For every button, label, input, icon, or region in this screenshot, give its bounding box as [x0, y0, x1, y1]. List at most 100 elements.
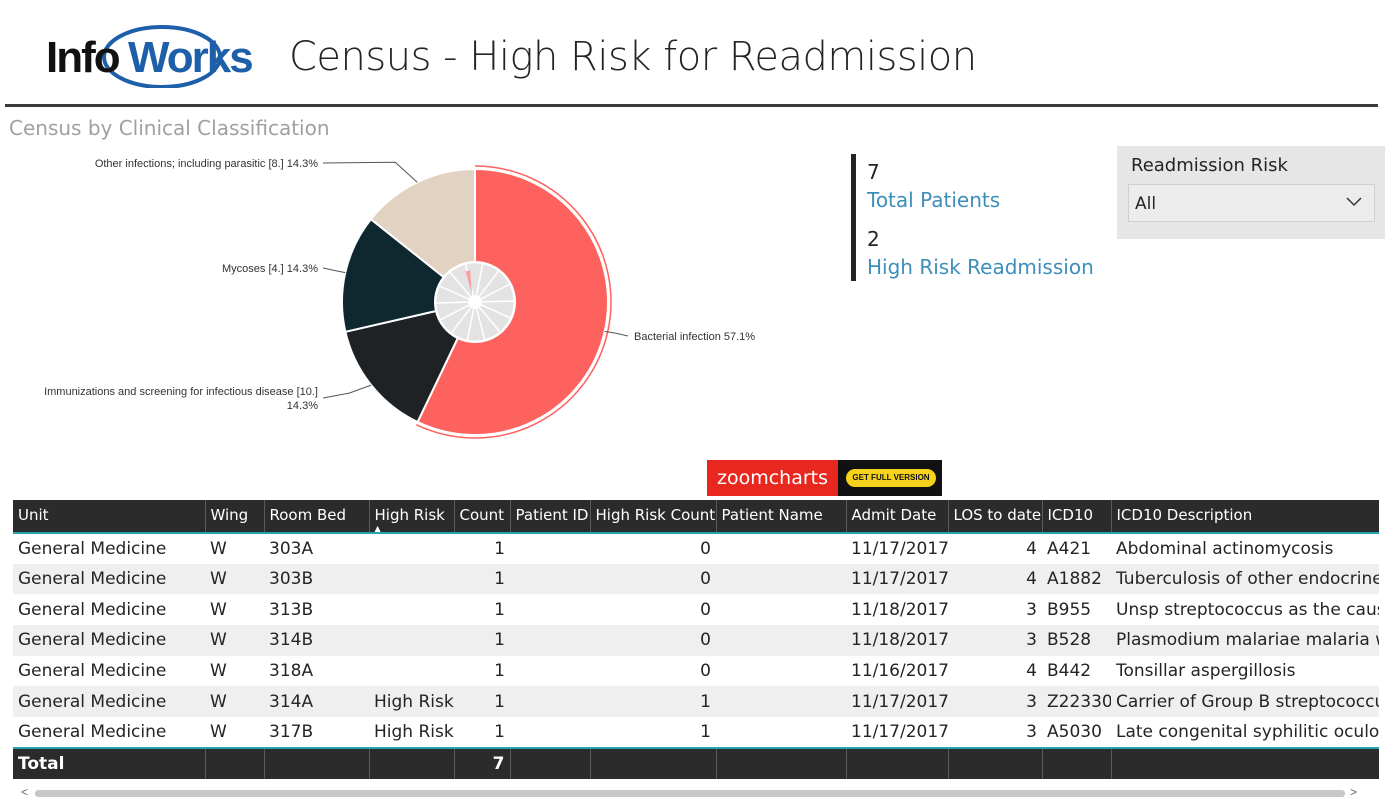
table-cell: Unsp streptococcus as the cause c — [1111, 594, 1379, 626]
table-cell: High Risk — [369, 686, 454, 718]
table-cell — [510, 563, 590, 595]
column-header[interactable]: LOS to date — [948, 500, 1043, 534]
pie-data-label: 14.3% — [287, 400, 318, 412]
readmission-risk-dropdown[interactable]: All — [1128, 184, 1375, 222]
table-cell: General Medicine — [13, 594, 205, 626]
column-header[interactable]: Room Bed — [264, 500, 370, 534]
pie-drilldown-center[interactable] — [435, 262, 515, 342]
table-cell: 0 — [590, 563, 716, 595]
zoomcharts-banner[interactable]: zoomcharts GET FULL VERSION — [707, 460, 942, 496]
table-cell: 1 — [454, 717, 510, 748]
table-cell: 314A — [264, 686, 369, 718]
scrollbar-thumb[interactable] — [35, 790, 1345, 797]
table-cell: B528 — [1042, 625, 1111, 656]
table-cell: 303B — [264, 563, 369, 595]
scroll-left-icon[interactable]: < — [21, 785, 29, 799]
table-cell: Late congenital syphilitic oculopat — [1111, 717, 1379, 748]
pie-data-label: Bacterial infection 57.1% — [634, 331, 755, 343]
pie-chart[interactable]: Bacterial infection 57.1% Immunizations a… — [0, 140, 800, 450]
table-row[interactable]: General Medicine W 314B 1 0 11/18/2017 3 B528 Pl… — [13, 625, 1379, 656]
table-cell: 3 — [948, 717, 1042, 748]
table-row[interactable]: General Medicine W 314A High Risk 1 1 11/17/20… — [13, 686, 1379, 718]
table-cell: 3 — [948, 625, 1042, 656]
table-row[interactable]: General Medicine W 318A 1 0 11/16/2017 4 B442 To… — [13, 655, 1379, 687]
table-cell — [369, 625, 454, 656]
table-cell — [716, 625, 846, 656]
pie-slice[interactable] — [344, 309, 460, 424]
table-cell: W — [205, 533, 264, 564]
table-cell: Tuberculosis of other endocrine gl — [1111, 563, 1379, 595]
table-total-row: Total 7 — [13, 746, 1379, 779]
column-header-label: Room Bed — [269, 506, 347, 524]
table-cell: 3 — [948, 594, 1042, 626]
column-header[interactable]: ICD10 Description — [1111, 500, 1379, 534]
drilldown-spoke — [478, 270, 500, 297]
column-header[interactable]: Admit Date — [846, 500, 949, 534]
pie-leader-line — [604, 330, 629, 337]
drilldown-spoke — [480, 283, 511, 300]
drilldown-spoke — [449, 271, 472, 298]
table-row[interactable]: General Medicine W 317B High Risk 1 1 11/17/20… — [13, 717, 1379, 748]
table-row[interactable]: General Medicine W 303A 1 0 11/17/2017 4 A421 Ab… — [13, 533, 1379, 564]
column-header[interactable]: Unit — [13, 500, 206, 534]
pie-slice[interactable] — [341, 217, 446, 334]
table-cell: B442 — [1042, 655, 1111, 687]
table-cell — [716, 533, 846, 564]
pie-data-label: Immunizations and screening for infectio… — [44, 386, 318, 398]
column-header-label: Patient Name — [721, 506, 823, 524]
table-row[interactable]: General Medicine W 303B 1 0 11/17/2017 4 A1882 T… — [13, 563, 1379, 595]
table-cell: 11/18/2017 — [846, 625, 948, 656]
kpi-high-risk-label: High Risk Readmission — [867, 255, 1094, 279]
table-cell: Carrier of Group B streptococcus — [1111, 686, 1379, 718]
table-cell: General Medicine — [13, 717, 205, 748]
infoworks-logo: Info Works — [46, 25, 254, 88]
pie-leader-line — [322, 267, 346, 274]
table-cell — [369, 594, 454, 626]
column-header[interactable]: Patient ID — [510, 500, 591, 534]
column-header[interactable]: High Risk Count — [590, 500, 717, 534]
drilldown-highlight — [465, 270, 472, 294]
table-cell: W — [205, 655, 264, 687]
page-title: Census - High Risk for Readmission — [289, 34, 977, 80]
logo-text-info: Info — [46, 33, 120, 82]
drilldown-spoke — [481, 304, 511, 319]
kpi-total-patients-label: Total Patients — [867, 188, 1001, 212]
drilldown-spoke — [475, 263, 484, 296]
total-label: Total — [13, 746, 206, 779]
table-cell: W — [205, 686, 264, 718]
scroll-right-icon[interactable]: > — [1349, 785, 1357, 799]
table-cell — [510, 625, 590, 656]
pie-data-label: Mycoses [4.] 14.3% — [222, 263, 318, 275]
table-row[interactable]: General Medicine W 313B 1 0 11/18/2017 3 B955 Un… — [13, 594, 1379, 626]
chart-title: Census by Clinical Classification — [9, 116, 330, 140]
table-cell: 314B — [264, 625, 369, 656]
horizontal-scrollbar[interactable]: < > — [13, 785, 1379, 800]
column-header[interactable]: Patient Name — [716, 500, 847, 534]
column-header[interactable]: Count — [454, 500, 511, 534]
slicer-selected-value: All — [1135, 194, 1157, 214]
table-cell: W — [205, 717, 264, 748]
pie-slice[interactable] — [369, 167, 476, 279]
kpi-accent-bar — [851, 154, 856, 281]
zoomcharts-logo: zoomcharts — [707, 460, 838, 496]
table-cell: Z22330 — [1042, 686, 1111, 718]
column-header[interactable]: High Risk ▲ — [369, 500, 455, 534]
get-full-version-button[interactable]: GET FULL VERSION — [846, 469, 936, 487]
table-cell: 4 — [948, 533, 1042, 564]
table-cell — [510, 533, 590, 564]
column-header[interactable]: ICD10 — [1042, 500, 1112, 534]
table-cell: A421 — [1042, 533, 1111, 564]
column-header-label: High Risk — [374, 506, 445, 524]
table-cell — [369, 655, 454, 687]
column-header[interactable]: Wing — [205, 500, 265, 534]
drilldown-spoke — [478, 306, 501, 333]
pie-slice[interactable] — [416, 167, 609, 436]
table-cell — [716, 655, 846, 687]
table-cell: 0 — [590, 625, 716, 656]
table-cell: 11/17/2017 — [846, 717, 948, 748]
pie-leader-line — [322, 161, 418, 183]
table-cell: 318A — [264, 655, 369, 687]
table-cell: 11/17/2017 — [846, 533, 948, 564]
column-header-label: ICD10 Description — [1116, 506, 1253, 524]
table-cell: 303A — [264, 533, 369, 564]
